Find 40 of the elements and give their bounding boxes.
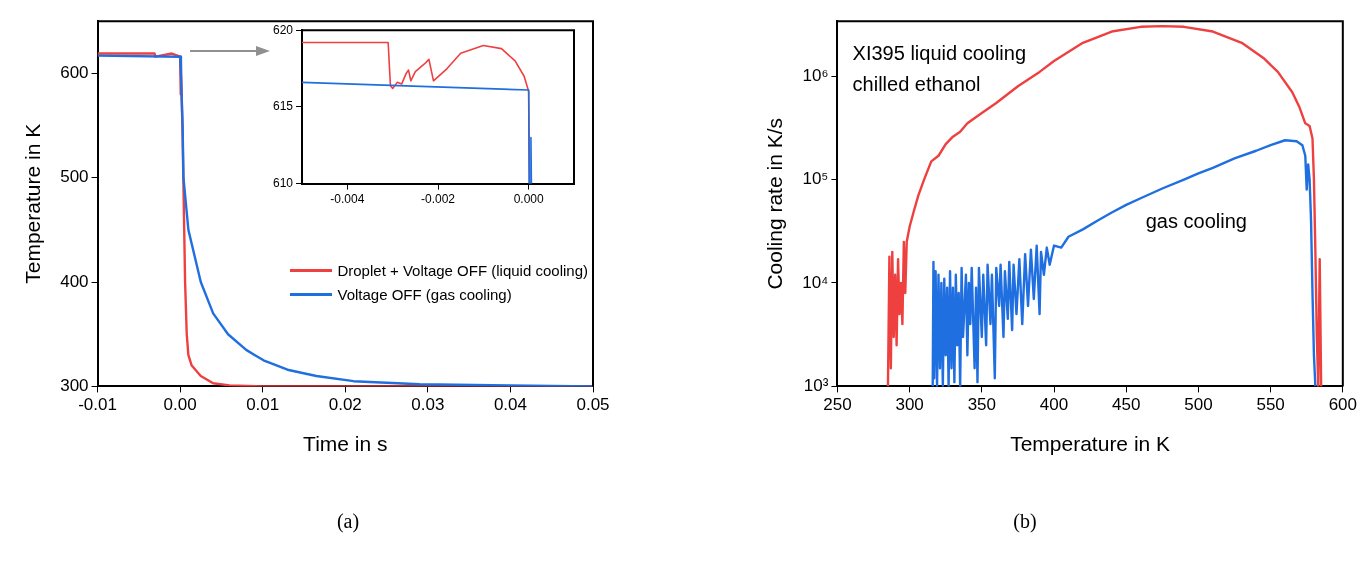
y-tick-label: 600 <box>60 63 89 83</box>
y-tick-label: 500 <box>60 167 89 187</box>
x-tick-label: 0.04 <box>493 395 527 415</box>
y-tick-label: 10⁶ <box>802 65 829 85</box>
x-tick-label: 0.02 <box>328 395 362 415</box>
y-tick-label: 615 <box>272 99 294 114</box>
x-tick-label: 300 <box>895 395 924 415</box>
y-tick-label: 610 <box>272 175 294 190</box>
x-tick-label: 600 <box>1328 395 1358 415</box>
y-tick-label: 620 <box>272 22 294 37</box>
y-axis-title: Cooling rate in K/s <box>763 118 787 290</box>
x-tick-label: 550 <box>1256 395 1285 415</box>
x-tick-label: -0.01 <box>78 395 117 415</box>
x-tick-label: 350 <box>967 395 996 415</box>
x-tick-label: 500 <box>1184 395 1213 415</box>
text: (b) <box>1012 510 1038 533</box>
x-axis-title: Time in s <box>303 432 388 456</box>
x-tick-label: 0.00 <box>163 395 197 415</box>
text: (a) <box>335 510 361 533</box>
x-tick-label: 0.05 <box>576 395 610 415</box>
annotation: gas cooling <box>1145 209 1247 232</box>
x-tick-label: 450 <box>1112 395 1141 415</box>
y-tick-label: 10³ <box>803 376 829 396</box>
y-axis-title: Temperature in K <box>21 123 45 284</box>
y-tick-label: 300 <box>60 376 89 396</box>
x-tick-label: 0.01 <box>246 395 280 415</box>
x-tick-label: 0.03 <box>411 395 445 415</box>
x-tick-label: 400 <box>1039 395 1069 415</box>
x-tick-label: 0.000 <box>513 192 545 207</box>
x-tick-label: -0.004 <box>330 192 365 207</box>
x-tick-label: -0.002 <box>421 192 456 207</box>
y-tick-label: 400 <box>60 271 89 291</box>
legend-label: Droplet + Voltage OFF (liquid cooling) <box>337 261 588 279</box>
x-axis-title: Temperature in K <box>1010 432 1171 456</box>
annotation: chilled ethanol <box>852 72 981 95</box>
annotation: XI395 liquid cooling <box>852 41 1027 64</box>
y-tick-label: 10⁵ <box>802 169 829 189</box>
x-tick-label: 250 <box>823 395 852 415</box>
y-tick-label: 10⁴ <box>802 272 829 292</box>
legend-label: Voltage OFF (gas cooling) <box>337 285 512 303</box>
